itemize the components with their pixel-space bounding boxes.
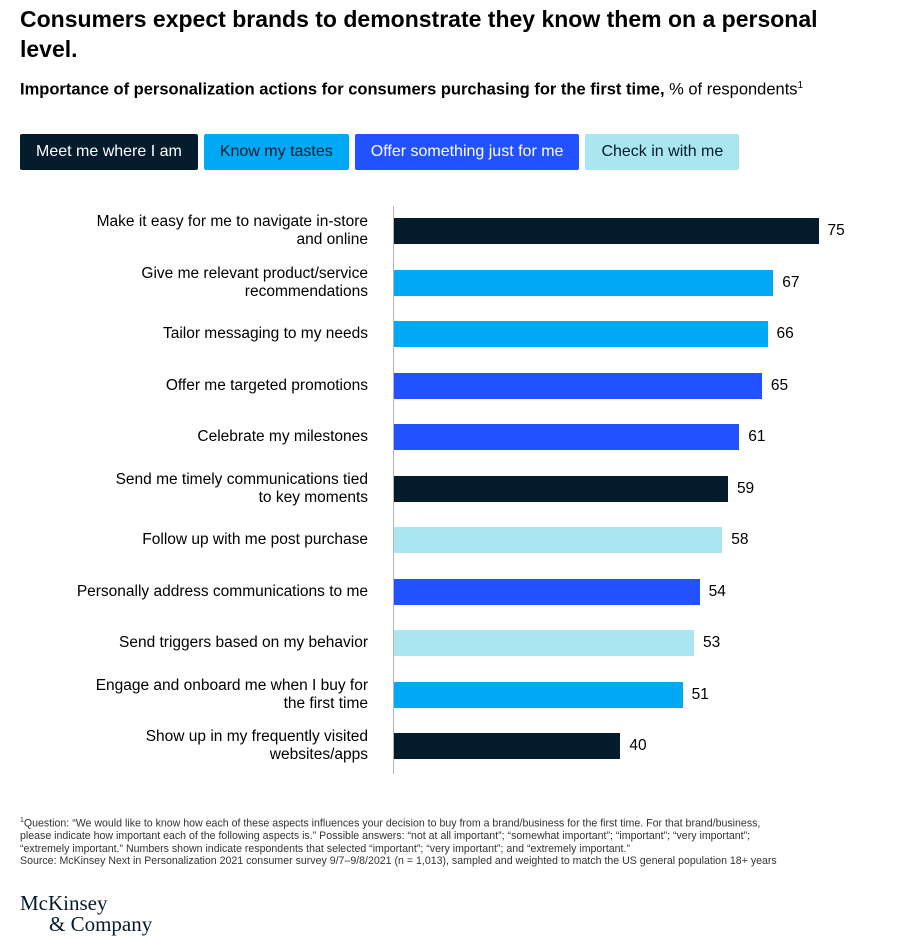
category-label-5: Send me timely communications tied to key… — [38, 471, 368, 507]
category-label-line: Celebrate my milestones — [197, 428, 368, 445]
footnote-text: please indicate how important each of th… — [20, 830, 751, 843]
legend-item-1: Know my tastes — [203, 134, 349, 170]
subtitle-bold: Importance of personalization actions fo… — [20, 80, 665, 99]
category-label-1: Give me relevant product/service recommen… — [38, 265, 368, 301]
bar-9 — [394, 681, 683, 708]
category-label-0: Make it easy for me to navigate in-store… — [38, 213, 368, 249]
category-label-8: Send triggers based on my behavior — [38, 634, 368, 652]
category-label-line: Engage and onboard me when I buy for — [95, 676, 368, 694]
bar-3 — [394, 372, 762, 399]
category-label-9: Engage and onboard me when I buy for the … — [38, 677, 368, 713]
category-label-line: Offer me targeted promotions — [165, 376, 368, 394]
category-label-line: and online — [296, 231, 368, 248]
footnote-line-1: please indicate how important each of th… — [20, 830, 900, 843]
category-label-line: Send triggers based on my behavior — [118, 634, 368, 651]
chart-subtitle: Importance of personalization actions fo… — [20, 80, 803, 100]
footnote-line-0: 1Question: “We would like to know how ea… — [20, 815, 900, 830]
category-label-7: Personally address communications to me — [38, 583, 368, 601]
logo-line-1: McKinsey — [20, 891, 108, 915]
logo-line-2: & Company — [49, 912, 153, 936]
subtitle-footnote-mark: 1 — [797, 80, 804, 91]
category-label-line: the first time — [283, 694, 368, 712]
bar-4 — [394, 424, 740, 450]
bar-7 — [394, 578, 700, 605]
category-label-2: Tailor messaging to my needs — [38, 325, 368, 343]
bar-0 — [394, 218, 819, 244]
category-label-line: to key moments — [258, 488, 368, 506]
bar-2 — [394, 321, 768, 347]
mckinsey-logo: McKinsey & Company — [20, 893, 152, 935]
category-label-line: Show up in my frequently visited — [145, 728, 368, 745]
bar-value-0: 75 — [827, 222, 845, 239]
category-label-line: Send me timely communications tied — [115, 470, 368, 488]
legend: Meet me where I am Know my tastes Offer so… — [20, 134, 740, 170]
footnote-line-3: Source: McKinsey Next in Personalization… — [20, 855, 900, 868]
bar-value-5: 59 — [736, 479, 755, 497]
bar-value-2: 66 — [776, 325, 794, 342]
category-label-6: Follow up with me post purchase — [38, 531, 368, 549]
bar-5 — [394, 475, 728, 502]
category-label-line: Make it easy for me to navigate in-store — [96, 213, 368, 230]
category-label-line: Give me relevant product/service — [141, 264, 368, 282]
footnote-text: Question: “We would like to know how eac… — [23, 817, 761, 830]
bar-value-6: 58 — [731, 531, 749, 548]
category-label-line: recommendations — [244, 282, 368, 300]
footnote-text: “extremely important.” Numbers shown ind… — [20, 842, 630, 855]
y-axis-line — [393, 206, 394, 774]
category-label-10: Show up in my frequently visited websites… — [38, 728, 368, 764]
bar-value-8: 53 — [702, 634, 721, 651]
chart-title: Consumers expect brands to demonstrate t… — [20, 6, 818, 62]
footnote-line-2: “extremely important.” Numbers shown ind… — [20, 843, 900, 856]
category-label-line: Personally address communications to me — [76, 582, 368, 600]
category-label-3: Offer me targeted promotions — [38, 377, 368, 395]
bar-value-3: 65 — [770, 376, 789, 394]
bar-8 — [394, 630, 694, 656]
category-label-line: Follow up with me post purchase — [142, 531, 368, 548]
bar-1 — [394, 269, 774, 296]
legend-item-2: Offer something just for me — [354, 134, 580, 170]
bar-chart: 75 Make it easy for me to navigate in-sto… — [0, 200, 900, 780]
bar-value-1: 67 — [782, 273, 800, 291]
category-label-line: websites/apps — [269, 746, 368, 763]
bar-value-9: 51 — [691, 685, 709, 703]
category-label-4: Celebrate my milestones — [38, 428, 368, 446]
bar-value-7: 54 — [708, 582, 726, 600]
footnote: 1Question: “We would like to know how ea… — [20, 815, 900, 868]
subtitle-unit: % of respondents — [664, 80, 798, 99]
footnote-mark: 1 — [20, 817, 24, 824]
bar-10 — [394, 733, 621, 759]
bar-value-10: 40 — [629, 737, 647, 754]
legend-item-3: Check in with me — [585, 134, 740, 170]
legend-item-0: Meet me where I am — [20, 134, 198, 170]
footnote-text: Source: McKinsey Next in Personalization… — [20, 855, 777, 868]
bar-6 — [394, 527, 723, 553]
category-label-line: Tailor messaging to my needs — [162, 325, 368, 342]
bar-value-4: 61 — [748, 428, 766, 445]
